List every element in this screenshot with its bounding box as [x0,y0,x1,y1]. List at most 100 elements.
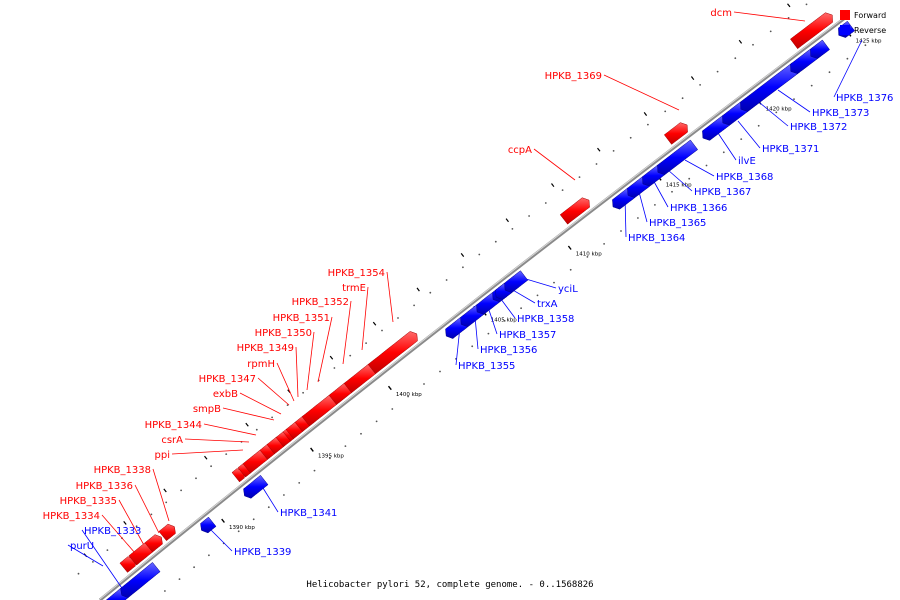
gene-label-hpkb-1349[interactable]: HPKB_1349 [237,343,294,354]
gene-label-hpkb-1339[interactable]: HPKB_1339 [234,547,291,558]
leader-line [67,544,104,567]
leader-line [203,423,257,436]
gene-label-trme[interactable]: trmE [342,283,366,294]
leader-line [777,89,811,113]
scale-tick-label: 1405 kbp [491,318,517,324]
gene-label-hpkb-1341[interactable]: HPKB_1341 [280,508,337,519]
gene-label-hpkb-1338[interactable]: HPKB_1338 [94,465,151,476]
gene-label-exbb[interactable]: exbB [213,389,238,400]
gene-arrow-hpkb-1367[interactable] [657,139,699,176]
scale-tick-label: 1395 kbp [318,454,344,460]
leader-line [239,392,282,415]
leader-line [171,449,244,455]
gene-label-hpkb-1372[interactable]: HPKB_1372 [790,122,847,133]
gene-arrow-hpkb-1336[interactable] [144,534,163,553]
scale-tick-label: 1420 kbp [766,107,792,113]
genome-backbone [98,16,846,600]
gene-label-hpkb-1367[interactable]: HPKB_1367 [694,187,751,198]
leader-line [733,11,806,22]
leader-line [257,377,290,406]
gene-label-hpkb-1350[interactable]: HPKB_1350 [255,328,312,339]
scale-tick-mark [387,385,392,391]
legend-forward-label: Forward [854,11,886,20]
gene-arrow-hpkb-1369[interactable] [663,122,688,145]
gene-label-hpkb-1356[interactable]: HPKB_1356 [480,345,537,356]
gene-arrow-hpkb-1339[interactable] [200,516,217,534]
outer-guide-dots [77,3,808,575]
gene-label-hpkb-1365[interactable]: HPKB_1365 [649,218,706,229]
gene-arrow-hpkb-1354[interactable] [367,331,418,375]
leader-line [184,438,250,443]
gene-label-trxa[interactable]: trxA [537,299,558,310]
leader-line [759,102,789,127]
leader-line [386,271,394,323]
gene-arrow-ycil[interactable] [504,270,529,293]
gene-arrow-hpkb-1373[interactable] [810,39,830,59]
gene-label-hpkb-1355[interactable]: HPKB_1355 [458,361,515,372]
gene-label-hpkb-1357[interactable]: HPKB_1357 [499,330,556,341]
gene-label-hpkb-1335[interactable]: HPKB_1335 [60,496,117,507]
leader-line [118,499,146,548]
scale-tick-label: 1415 kbp [666,183,692,189]
gene-label-hpkb-1354[interactable]: HPKB_1354 [328,268,385,279]
gene-label-hpkb-1364[interactable]: HPKB_1364 [628,233,685,244]
leader-line [134,484,160,534]
gene-arrow-ccpa[interactable] [559,197,590,225]
gene-label-ilve[interactable]: ilvE [738,156,756,167]
gene-label-ycil[interactable]: yciL [558,284,578,295]
leader-line [306,331,315,391]
leader-line [207,526,233,552]
gene-label-dcm[interactable]: dcm [710,8,732,19]
gene-arrow-trme[interactable] [343,364,376,394]
gene-label-hpkb-1351[interactable]: HPKB_1351 [273,313,330,324]
scale-tick-label: 1425 kbp [856,39,882,45]
gene-label-hpkb-1368[interactable]: HPKB_1368 [716,172,773,183]
legend: Forward Reverse [840,10,886,35]
legend-reverse-label: Reverse [854,26,886,35]
scale-tick-mark [310,447,314,452]
gene-label-smpb[interactable]: smpB [193,404,221,415]
gene-label-hpkb-1371[interactable]: HPKB_1371 [762,144,819,155]
leader-line [533,148,576,181]
leader-line [651,177,669,208]
gene-arrow-hpkb-1341[interactable] [243,474,269,499]
leader-line [295,346,299,398]
gene-label-ppi[interactable]: ppi [155,450,170,461]
genome-backbone-highlight [99,16,846,600]
gene-label-hpkb-1373[interactable]: HPKB_1373 [812,108,869,119]
gene-label-hpkb-1369[interactable]: HPKB_1369 [545,71,602,82]
label-leaders [67,11,863,595]
gene-label-hpkb-1358[interactable]: HPKB_1358 [517,314,574,325]
leader-line [81,529,127,595]
gene-label-ccpa[interactable]: ccpA [508,145,532,156]
gene-label-hpkb-1336[interactable]: HPKB_1336 [76,481,133,492]
leader-line [222,407,275,421]
leader-line [152,468,170,522]
gene-arrow-puru[interactable] [120,562,161,598]
leader-line [101,514,136,554]
scale-tick-label: 1400 kbp [396,392,422,398]
leader-line [833,39,863,98]
gene-label-csra[interactable]: csrA [161,435,183,446]
gene-label-hpkb-1366[interactable]: HPKB_1366 [670,203,727,214]
gene-features [105,12,855,600]
gene-label-hpkb-1352[interactable]: HPKB_1352 [292,297,349,308]
gene-label-hpkb-1333[interactable]: HPKB_1333 [84,526,141,537]
leader-line [317,316,333,383]
gene-label-hpkb-1347[interactable]: HPKB_1347 [199,374,256,385]
gene-label-hpkb-1334[interactable]: HPKB_1334 [43,511,100,522]
gene-arrow-dcm[interactable] [790,12,833,50]
gene-label-rpmh[interactable]: rpmH [247,359,275,370]
gene-label-puru[interactable]: purU [70,541,94,552]
gene-arrow-hpkb-1338[interactable] [158,523,176,542]
scale-tick-label: 1410 kbp [576,252,602,258]
leader-line [667,169,693,192]
legend-forward-swatch [840,10,850,20]
leader-line [342,300,352,365]
leader-line [276,362,295,402]
legend-reverse-swatch [840,25,850,35]
scale-tick-mark [567,245,572,250]
gene-label-hpkb-1344[interactable]: HPKB_1344 [145,420,202,431]
gene-label-hpkb-1376[interactable]: HPKB_1376 [836,93,893,104]
map-caption: Helicobacter pylori 52, complete genome.… [306,580,593,590]
